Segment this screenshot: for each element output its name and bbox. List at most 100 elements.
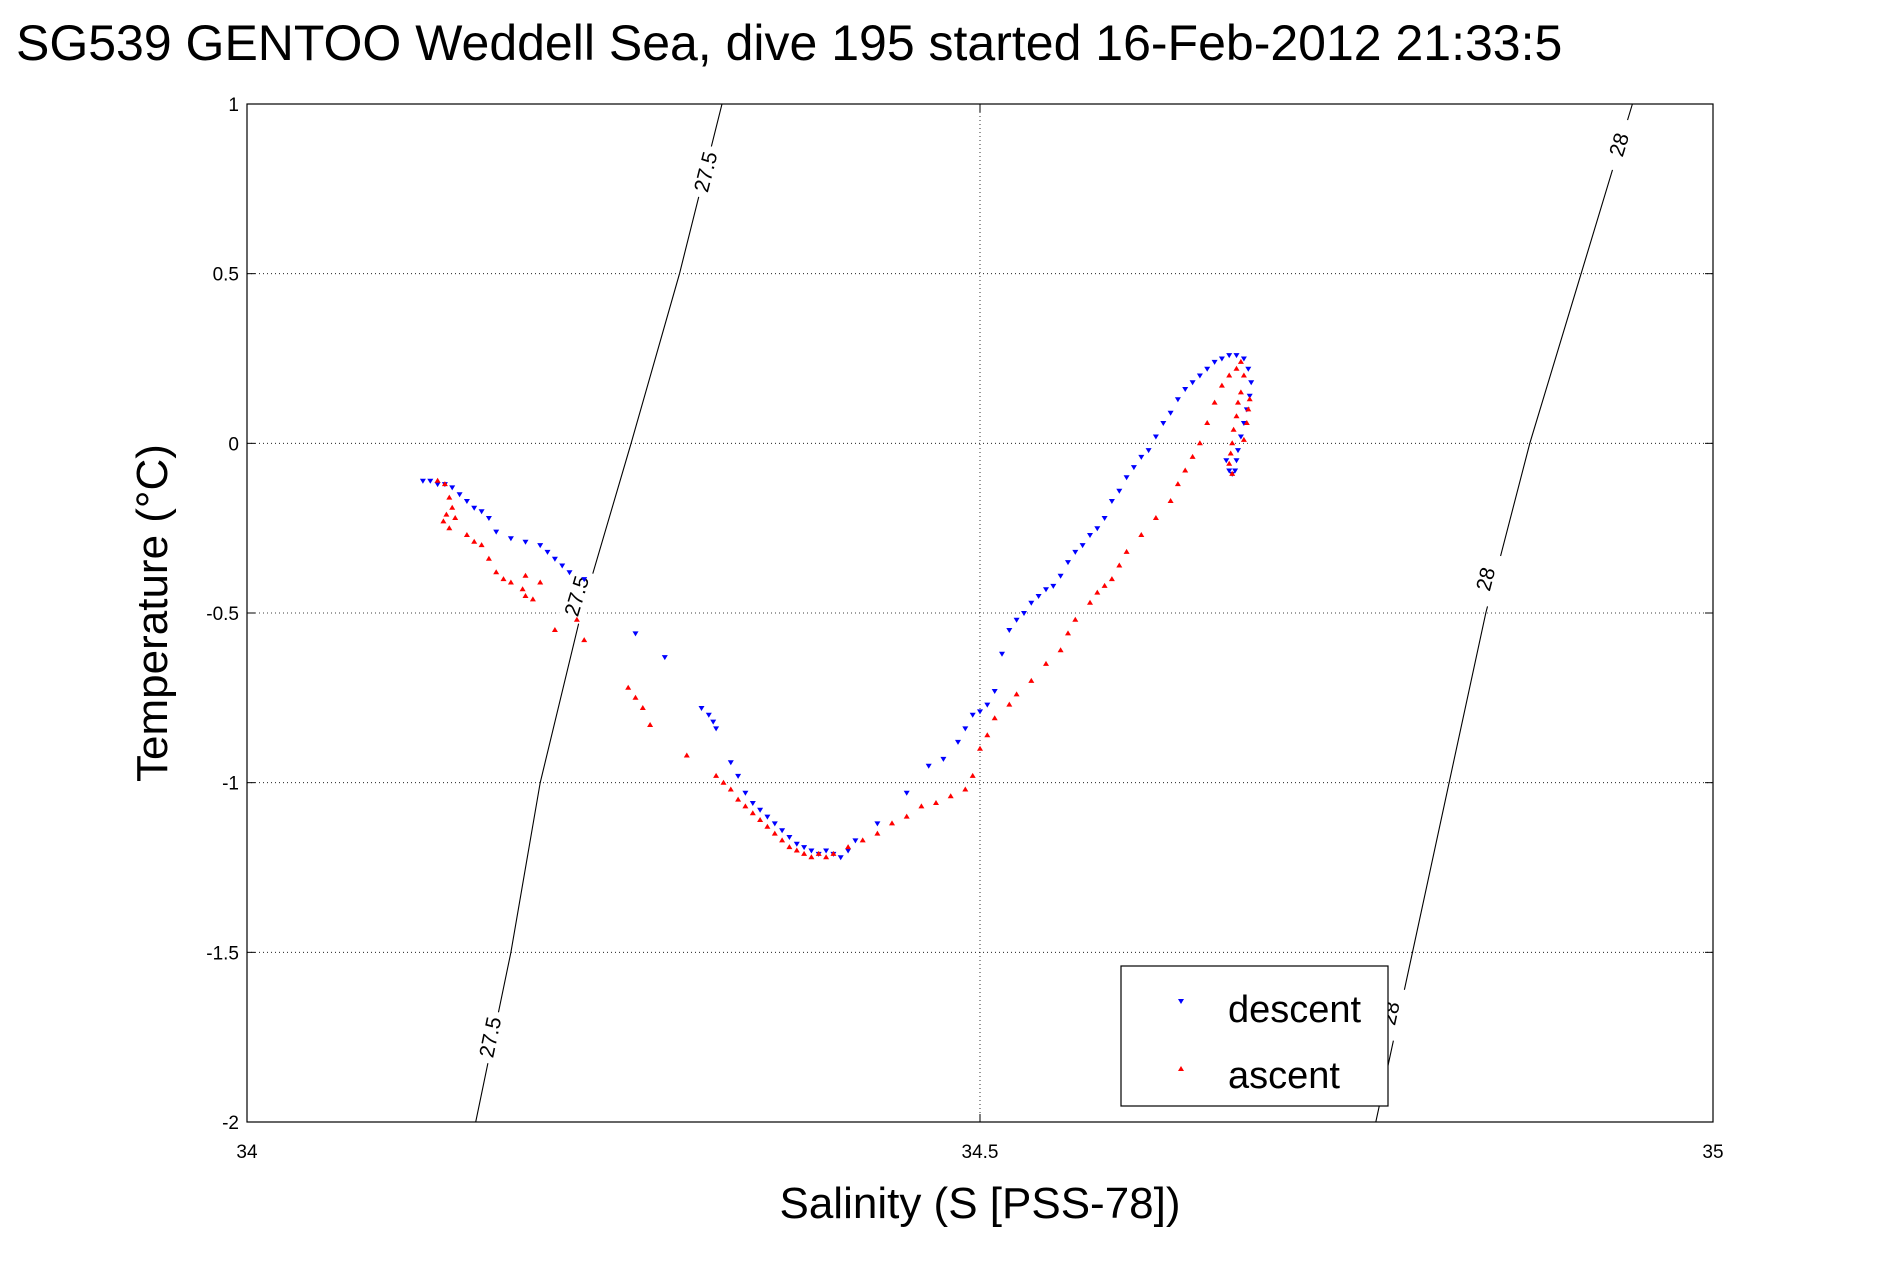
descent-point [1123, 475, 1130, 481]
ascent-point [441, 481, 448, 487]
descent-point [808, 848, 815, 854]
ascent-point [1101, 582, 1108, 588]
descent-point [1204, 366, 1211, 372]
ascent-point [757, 817, 764, 822]
y-tick-label: 0 [228, 434, 239, 455]
descent-point [1226, 353, 1233, 359]
descent-point [632, 631, 639, 637]
descent-point [1138, 454, 1145, 460]
descent-point [764, 814, 771, 820]
ascent-point [1229, 470, 1236, 476]
ascent-point [727, 786, 734, 792]
ascent-point [808, 854, 815, 860]
descent-point [940, 756, 947, 762]
legend-ascent-marker [1178, 1066, 1184, 1071]
ascent-point [1229, 440, 1236, 446]
descent-point [757, 807, 764, 813]
ascent-point [493, 569, 500, 575]
ascent-point [1226, 460, 1233, 466]
y-tick-label: 0.5 [213, 265, 239, 286]
ascent-series [434, 358, 1253, 860]
descent-point [727, 760, 734, 766]
descent-point [427, 478, 434, 484]
descent-point [456, 492, 463, 498]
descent-point [1211, 359, 1218, 365]
x-axis-title: Salinity (S [PSS-78]) [779, 1179, 1180, 1228]
legend-ascent-label: ascent [1228, 1055, 1340, 1097]
descent-point [779, 828, 786, 834]
descent-point [419, 478, 426, 484]
ascent-point [786, 844, 793, 850]
chart-title: SG539 GENTOO Weddell Sea, dive 195 start… [16, 15, 1562, 71]
descent-point [698, 706, 705, 711]
legend: descent ascent [1120, 965, 1389, 1107]
grid-lines [247, 104, 1713, 1122]
descent-point [874, 821, 881, 827]
descent-point [1235, 448, 1241, 454]
y-axis-title: Temperature (°C) [128, 444, 177, 782]
ascent-point [815, 850, 822, 856]
ascent-point [1057, 647, 1064, 653]
ascent-point [1043, 660, 1049, 666]
descent-point [742, 790, 749, 796]
descent-point [1079, 543, 1086, 549]
ascent-point [463, 532, 470, 537]
descent-point [449, 485, 456, 491]
descent-point [1233, 353, 1240, 359]
descent-point [1189, 380, 1196, 386]
descent-point [1237, 434, 1244, 440]
descent-point [471, 505, 478, 511]
descent-point [852, 838, 859, 844]
ascent-point [573, 616, 580, 622]
descent-point [962, 726, 969, 732]
descent-point [735, 773, 742, 779]
descent-point [559, 563, 566, 569]
descent-point [551, 556, 558, 562]
descent-point [705, 712, 712, 718]
contour-label-bg [1600, 116, 1639, 174]
descent-point [1072, 549, 1079, 555]
ascent-point [1072, 616, 1079, 622]
ascent-point [1174, 481, 1181, 487]
ascent-point [443, 511, 450, 517]
ascent-point [969, 772, 976, 778]
legend-descent-label: descent [1228, 989, 1362, 1031]
descent-point [1130, 465, 1137, 471]
descent-point [1233, 458, 1240, 464]
ascent-point [1087, 599, 1093, 605]
descent-point [984, 702, 991, 708]
descent-series [419, 353, 1255, 861]
ascent-point [947, 793, 954, 799]
ascent-point [779, 837, 786, 843]
descent-point [485, 516, 492, 521]
ascent-point [1243, 420, 1250, 425]
ascent-point [918, 803, 925, 809]
ascent-point [1196, 440, 1203, 446]
ascent-point [1227, 450, 1234, 456]
ascent-point [1167, 498, 1174, 503]
ascent-point [522, 572, 529, 578]
descent-point [977, 709, 983, 715]
y-tick-label: 1 [228, 95, 239, 116]
ascent-point [1028, 677, 1035, 683]
ascent-point [1240, 372, 1247, 378]
contour-label-bg [687, 143, 724, 201]
descent-point [1248, 380, 1255, 386]
descent-point [434, 482, 441, 488]
ascent-point [1152, 515, 1159, 520]
descent-point [1021, 611, 1027, 616]
isopycnal-line [1375, 103, 1633, 1123]
ascent-point [859, 837, 866, 843]
descent-point [837, 855, 844, 861]
x-tick-label: 34 [236, 1142, 258, 1163]
ascent-point [1108, 576, 1115, 582]
ascent-point [1218, 382, 1225, 388]
ascent-point [519, 586, 526, 592]
descent-point [1196, 373, 1203, 379]
descent-point [1240, 356, 1247, 362]
ascent-point [1233, 365, 1240, 371]
ascent-point [507, 579, 514, 585]
descent-point [1028, 600, 1035, 606]
descent-point [1245, 366, 1252, 372]
